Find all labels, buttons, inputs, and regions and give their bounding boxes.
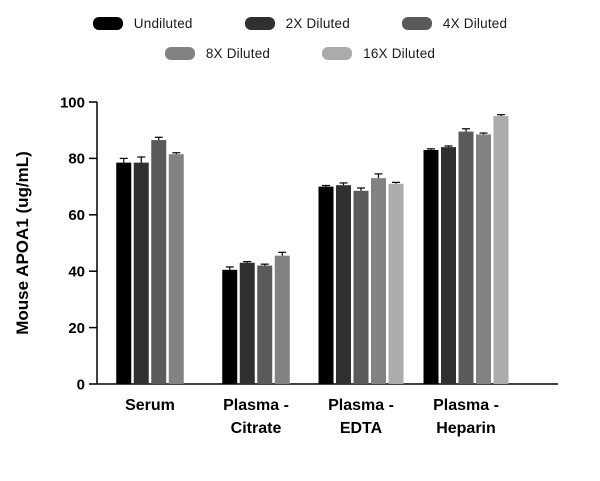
legend-swatch-4x-diluted: [401, 17, 432, 30]
x-category-label-plasma-citrate: Plasma -: [223, 397, 289, 414]
bar-plasma-citrate-undiluted: [222, 269, 238, 384]
y-tick-label: 60: [68, 207, 85, 224]
x-category-label-plasma-heparin: Plasma -: [433, 397, 499, 414]
bar-serum-8x-diluted: [168, 154, 184, 384]
bar-plasma-edta-4x-diluted: [353, 190, 369, 384]
bar-plasma-citrate-8x-diluted: [274, 255, 290, 384]
legend-swatch-8x-diluted: [164, 47, 195, 60]
legend-item-4x-diluted: 4X Diluted: [401, 16, 508, 31]
x-category-label-serum: Serum: [125, 397, 175, 414]
legend-swatch-2x-diluted: [244, 17, 275, 30]
bar-plasma-citrate-2x-diluted: [239, 262, 255, 384]
legend-label: 4X Diluted: [442, 16, 508, 31]
legend-label: Undiluted: [133, 16, 193, 31]
chart-canvas: 0 20 40 60 80 100 Mouse APOA1 (ug/mL) Serum Plas…: [13, 94, 558, 437]
legend-label: 8X Diluted: [205, 46, 271, 61]
legend-label: 16X Diluted: [363, 46, 436, 61]
y-tick-label: 80: [68, 151, 85, 168]
legend-label: 2X Diluted: [285, 16, 350, 31]
y-tick-label: 40: [68, 263, 85, 280]
x-category-label-plasma-edta: Plasma -: [328, 397, 394, 414]
legend-swatch-undiluted: [92, 17, 123, 30]
chart-legend: Undiluted 2X Diluted 4X Diluted 8X Diluted 1…: [0, 0, 600, 88]
legend-row-1: Undiluted 2X Diluted 4X Diluted: [92, 16, 508, 31]
legend-row-2: 8X Diluted 16X Diluted: [164, 46, 435, 61]
bar-plasma-heparin-4x-diluted: [458, 131, 474, 384]
y-tick-label: 100: [60, 94, 85, 111]
legend-item-undiluted: Undiluted: [92, 16, 193, 31]
bar-serum-2x-diluted: [133, 162, 149, 384]
legend-item-2x-diluted: 2X Diluted: [244, 16, 350, 31]
x-category-label-plasma-edta: EDTA: [340, 420, 383, 437]
bar-serum-undiluted: [116, 162, 132, 384]
x-category-label-plasma-citrate: Citrate: [231, 420, 282, 437]
legend-item-8x-diluted: 8X Diluted: [164, 46, 271, 61]
legend-swatch-16x-diluted: [322, 47, 353, 60]
bar-plasma-edta-2x-diluted: [336, 185, 351, 384]
legend-item-16x-diluted: 16X Diluted: [322, 46, 435, 61]
y-tick-label: 20: [68, 320, 85, 337]
bar-plasma-edta-8x-diluted: [371, 178, 386, 384]
x-category-label-plasma-heparin: Heparin: [436, 420, 496, 437]
y-axis-title: Mouse APOA1 (ug/mL): [13, 151, 32, 335]
bar-plasma-heparin-2x-diluted: [441, 147, 456, 384]
y-tick-label: 0: [77, 376, 85, 393]
bar-plasma-heparin-undiluted: [423, 149, 439, 384]
bar-serum-4x-diluted: [151, 140, 167, 384]
bar-plasma-edta-16x-diluted: [388, 183, 404, 384]
bar-plasma-edta-undiluted: [318, 186, 334, 384]
bar-plasma-heparin-8x-diluted: [476, 134, 491, 384]
bar-plasma-citrate-4x-diluted: [257, 265, 273, 384]
bar-plasma-heparin-16x-diluted: [493, 116, 509, 384]
